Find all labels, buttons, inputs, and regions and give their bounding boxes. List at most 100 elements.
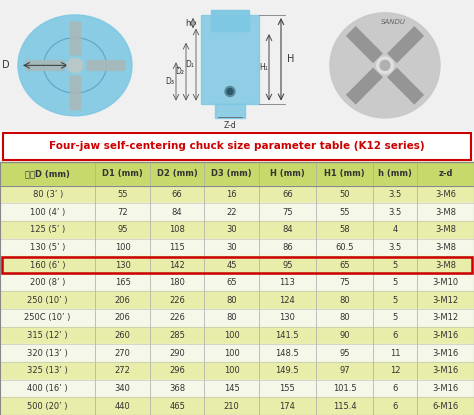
Bar xyxy=(0,274,474,291)
Text: 226: 226 xyxy=(169,296,185,305)
Text: 285: 285 xyxy=(169,331,185,340)
Text: H1 (mm): H1 (mm) xyxy=(324,169,365,178)
Bar xyxy=(0,362,474,380)
Text: 296: 296 xyxy=(169,366,185,376)
Text: 320 (13’ ): 320 (13’ ) xyxy=(27,349,68,358)
Text: 465: 465 xyxy=(169,402,185,411)
Text: 22: 22 xyxy=(226,208,237,217)
Bar xyxy=(0,256,474,274)
Text: 340: 340 xyxy=(115,384,130,393)
Text: 210: 210 xyxy=(224,402,239,411)
Text: 130: 130 xyxy=(280,313,295,322)
Text: 95: 95 xyxy=(339,349,350,358)
Bar xyxy=(211,10,249,31)
Text: 368: 368 xyxy=(169,384,185,393)
Text: h (mm): h (mm) xyxy=(378,169,412,178)
Bar xyxy=(0,131,474,162)
Text: 130 (5’ ): 130 (5’ ) xyxy=(30,243,65,252)
Text: 80: 80 xyxy=(226,296,237,305)
Text: D₁: D₁ xyxy=(185,60,194,69)
Text: 3-M6: 3-M6 xyxy=(435,190,456,199)
Text: 124: 124 xyxy=(280,296,295,305)
Text: 325 (13’ ): 325 (13’ ) xyxy=(27,366,68,376)
Text: 84: 84 xyxy=(282,225,293,234)
Bar xyxy=(0,162,474,415)
Circle shape xyxy=(225,86,235,97)
Bar xyxy=(0,309,474,327)
Text: D₂: D₂ xyxy=(175,67,184,76)
Text: 6: 6 xyxy=(392,331,398,340)
Text: 100 (4’ ): 100 (4’ ) xyxy=(30,208,65,217)
Text: 3-M16: 3-M16 xyxy=(432,349,458,358)
Text: 160 (6’ ): 160 (6’ ) xyxy=(30,261,65,269)
Text: 65: 65 xyxy=(226,278,237,287)
Text: 142: 142 xyxy=(169,261,185,269)
Text: 66: 66 xyxy=(172,190,182,199)
Text: 270: 270 xyxy=(115,349,130,358)
Ellipse shape xyxy=(377,57,393,73)
Text: 12: 12 xyxy=(390,366,400,376)
Text: 规栿D (mm): 规栿D (mm) xyxy=(25,169,70,178)
Text: 290: 290 xyxy=(169,349,185,358)
Text: H₁: H₁ xyxy=(259,63,268,72)
Text: 3-M16: 3-M16 xyxy=(432,331,458,340)
Text: 45: 45 xyxy=(226,261,237,269)
Bar xyxy=(0,203,474,221)
Text: Four-jaw self-centering chuck size parameter table (K12 series): Four-jaw self-centering chuck size param… xyxy=(49,142,425,151)
Text: 58: 58 xyxy=(339,225,350,234)
Text: 3-M8: 3-M8 xyxy=(435,225,456,234)
Text: 55: 55 xyxy=(339,208,350,217)
Text: 315 (12’ ): 315 (12’ ) xyxy=(27,331,68,340)
Text: 75: 75 xyxy=(282,208,293,217)
Text: H: H xyxy=(287,54,294,64)
Text: 155: 155 xyxy=(280,384,295,393)
Text: 260: 260 xyxy=(115,331,130,340)
Text: 6-M16: 6-M16 xyxy=(432,402,458,411)
Text: 250C (10’ ): 250C (10’ ) xyxy=(25,313,71,322)
Text: 500 (20’ ): 500 (20’ ) xyxy=(27,402,68,411)
Text: 145: 145 xyxy=(224,384,239,393)
Ellipse shape xyxy=(330,13,440,118)
Text: 3-M10: 3-M10 xyxy=(432,278,458,287)
Text: 400 (16’ ): 400 (16’ ) xyxy=(27,384,68,393)
Text: 141.5: 141.5 xyxy=(275,331,299,340)
Bar xyxy=(215,104,245,118)
Text: 100: 100 xyxy=(224,349,239,358)
Bar xyxy=(0,380,474,397)
Text: 95: 95 xyxy=(282,261,292,269)
Text: 72: 72 xyxy=(117,208,128,217)
Text: 50: 50 xyxy=(339,190,350,199)
Text: 6: 6 xyxy=(392,384,398,393)
Text: 226: 226 xyxy=(169,313,185,322)
Text: 174: 174 xyxy=(280,402,295,411)
Text: z-d: z-d xyxy=(438,169,453,178)
Text: 250 (10’ ): 250 (10’ ) xyxy=(27,296,68,305)
Text: 272: 272 xyxy=(115,366,130,376)
Text: 66: 66 xyxy=(282,190,293,199)
Text: 115.4: 115.4 xyxy=(333,402,356,411)
Bar xyxy=(0,221,474,239)
Circle shape xyxy=(227,88,233,95)
Bar xyxy=(0,162,474,186)
Text: 95: 95 xyxy=(118,225,128,234)
Text: 3-M12: 3-M12 xyxy=(432,313,458,322)
Bar xyxy=(0,397,474,415)
Text: 100: 100 xyxy=(115,243,130,252)
Text: 100: 100 xyxy=(224,366,239,376)
Text: 206: 206 xyxy=(115,296,130,305)
Ellipse shape xyxy=(380,61,390,70)
Text: D2 (mm): D2 (mm) xyxy=(157,169,198,178)
Text: D1 (mm): D1 (mm) xyxy=(102,169,143,178)
Text: 80 (3’ ): 80 (3’ ) xyxy=(33,190,63,199)
Text: 6: 6 xyxy=(392,402,398,411)
Text: 3.5: 3.5 xyxy=(388,190,401,199)
Text: 5: 5 xyxy=(392,296,398,305)
Bar xyxy=(0,239,474,256)
Text: SANDU: SANDU xyxy=(381,19,405,25)
Text: 3-M8: 3-M8 xyxy=(435,243,456,252)
Text: 108: 108 xyxy=(169,225,185,234)
Text: 11: 11 xyxy=(390,349,400,358)
Text: 97: 97 xyxy=(339,366,350,376)
Text: 149.5: 149.5 xyxy=(275,366,299,376)
Text: Z-d: Z-d xyxy=(224,121,237,129)
